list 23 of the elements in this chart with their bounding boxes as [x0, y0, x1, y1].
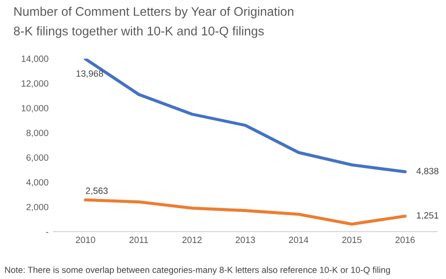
x-tick-label: 2015: [342, 236, 362, 244]
x-tick-label: 2016: [396, 236, 415, 244]
y-tick-label: -: [46, 232, 48, 233]
y-tick-label: 12,000: [22, 80, 48, 88]
y-tick-label: 4,000: [26, 179, 48, 187]
chart-title: Number of Comment Letters by Year of Origination: [14, 6, 294, 18]
data-label: 1,251: [416, 212, 438, 220]
line-series: [84, 198, 407, 226]
x-tick-label: 2013: [236, 236, 255, 244]
x-tick-label: 2014: [288, 236, 308, 244]
data-label: 4,838: [416, 168, 438, 176]
data-label: 13,968: [76, 70, 104, 78]
x-tick-label: 2011: [130, 236, 148, 244]
data-label: 2,563: [86, 188, 108, 196]
y-tick-label: 2,000: [26, 204, 48, 212]
text: Note: There is some overlap between categories-many 8-K letters also reference 10-K or 10-Q filing: [5, 266, 390, 275]
x-tick-label: 2010: [76, 236, 96, 244]
y-tick-label: 10,000: [22, 104, 48, 112]
y-tick-label: 6,000: [26, 154, 48, 162]
y-tick-label: 8,000: [26, 130, 48, 138]
chart-subtitle: 8-K filings together with 10-K and 10-Q filings: [14, 26, 264, 38]
x-tick-label: 2012: [182, 236, 202, 244]
y-tick-label: 14,000: [22, 56, 48, 64]
